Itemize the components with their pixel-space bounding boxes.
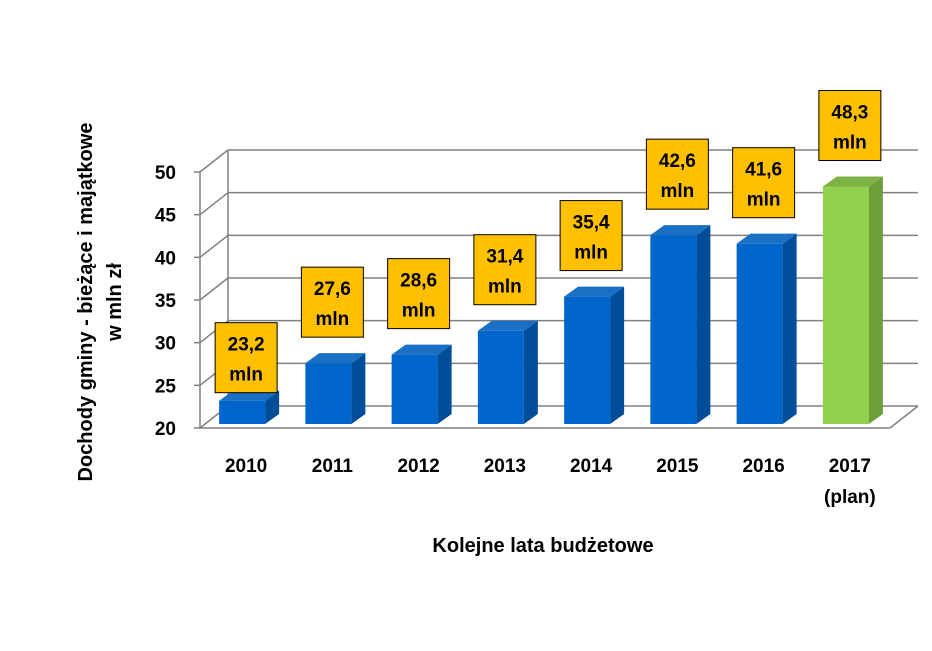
bar-front [477, 330, 524, 424]
y-tick-label: 20 [155, 419, 176, 440]
data-label-box [645, 138, 709, 210]
x-tick-label: 2010 [225, 456, 267, 477]
bar [391, 344, 452, 424]
y-axis-title-line: w mln zł [104, 263, 126, 342]
bar [736, 233, 797, 424]
x-tick-label: 2016 [742, 456, 784, 477]
data-label: 31,4 mln [473, 234, 537, 306]
y-tick-label: 30 [155, 334, 176, 355]
data-label-unit: mln [660, 181, 694, 202]
bar [219, 390, 280, 424]
data-label-unit: mln [747, 190, 781, 211]
data-label-unit: mln [488, 277, 522, 298]
x-tick-sublabel: (plan) [824, 487, 876, 508]
data-label-unit: mln [315, 309, 349, 330]
data-label: 23,2 mln [214, 322, 278, 394]
y-axis-title-line: Dochody gminy - bieżące i majątkowe [75, 123, 97, 482]
bar-side [782, 233, 797, 424]
gridline [199, 277, 229, 301]
y-axis-title: Dochody gminy - bieżące i majątkowe w mln… [75, 123, 126, 482]
data-label-box [387, 258, 451, 330]
bar [564, 286, 625, 424]
bar-side [351, 353, 366, 424]
bar-top [736, 233, 797, 244]
data-label-box [300, 266, 364, 338]
bar-side [696, 225, 711, 424]
data-label: 27,6 mln [300, 266, 364, 338]
x-tick-label: 2014 [570, 456, 613, 477]
floor-edge [889, 405, 919, 429]
data-label: 48,3 mln [818, 90, 882, 162]
y-tick-label: 35 [155, 291, 177, 312]
bar [650, 225, 711, 424]
data-label-value: 41,6 [745, 160, 782, 181]
x-tick-label: 2013 [484, 456, 526, 477]
bar-top [391, 344, 452, 355]
bar-front [391, 354, 438, 424]
data-label-box [214, 322, 278, 394]
bar [477, 320, 538, 424]
bar-front [219, 400, 266, 424]
bar-top [650, 225, 711, 236]
data-label-box [473, 234, 537, 306]
bar-front [564, 296, 611, 424]
bar-top [477, 320, 538, 331]
data-label-box [818, 90, 882, 162]
data-label: 42,6 mln [645, 138, 709, 210]
gridline [199, 192, 229, 216]
x-tick-label: 2012 [397, 456, 439, 477]
data-label-unit: mln [229, 365, 263, 386]
bar-top [305, 353, 366, 364]
bar [822, 176, 883, 424]
data-label: 35,4 mln [559, 200, 623, 272]
gridline [199, 234, 229, 258]
bar-top [564, 286, 625, 297]
y-tick-label: 45 [155, 206, 177, 227]
bar-front [305, 363, 352, 424]
data-label-unit: mln [833, 133, 867, 154]
data-label: 28,6 mln [387, 258, 451, 330]
data-label-value: 42,6 [659, 151, 696, 172]
bar-side [610, 286, 625, 424]
y-tick-labels: 20 25 30 35 40 45 50 [155, 163, 177, 440]
y-tick-label: 50 [155, 163, 176, 184]
data-label-value: 35,4 [573, 213, 610, 234]
bars [219, 176, 883, 424]
bar-side [437, 344, 452, 424]
y-tick-label: 40 [155, 248, 176, 269]
bar-side [265, 390, 280, 424]
bar-front [822, 186, 869, 424]
data-label-value: 28,6 [400, 271, 437, 292]
bar-front [736, 243, 783, 424]
data-label-value: 23,2 [228, 335, 265, 356]
data-label-value: 48,3 [831, 103, 868, 124]
data-label-unit: mln [402, 301, 436, 322]
bar-top [822, 176, 883, 187]
data-labels: 23,2 mln 27,6 mln 28,6 mln 31,4 mln 35,4 mln 42,6 m… [214, 90, 882, 394]
bar-front [650, 235, 697, 424]
y-tick-label: 25 [155, 376, 177, 397]
data-label-box [732, 147, 796, 219]
gridline [199, 149, 229, 173]
bar-side [868, 176, 883, 424]
x-tick-labels: 2010 2011 2012 2013 2014 2015 2016 2017 (plan) [225, 456, 876, 508]
bar [305, 353, 366, 424]
data-label-value: 31,4 [486, 247, 523, 268]
data-label: 41,6 mln [732, 147, 796, 219]
x-tick-label: 2017 [829, 456, 871, 477]
x-tick-label: 2015 [656, 456, 699, 477]
x-tick-label: 2011 [312, 456, 354, 477]
x-axis-title: Kolejne lata budżetowe [432, 535, 653, 557]
data-label-box [559, 200, 623, 272]
data-label-value: 27,6 [314, 279, 351, 300]
bar-side [523, 320, 538, 424]
data-label-unit: mln [574, 243, 608, 264]
